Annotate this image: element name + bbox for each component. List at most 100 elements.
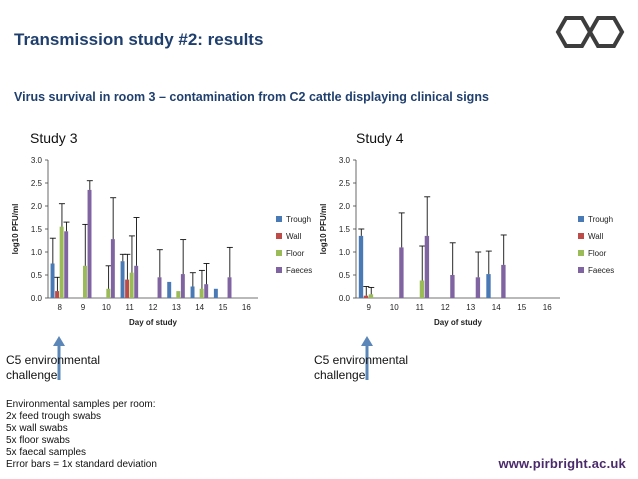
x-tick-label: 10 bbox=[390, 303, 399, 312]
legend-swatch-floor bbox=[578, 250, 584, 256]
y-axis-label: log10 PFU/ml bbox=[319, 204, 328, 255]
legend-label-trough: Trough bbox=[588, 215, 613, 224]
bar-faeces-12 bbox=[157, 277, 162, 298]
legend-swatch-floor bbox=[276, 250, 282, 256]
legend-swatch-wall bbox=[276, 233, 282, 239]
c5-label-line2: challenge bbox=[6, 368, 58, 382]
y-tick-label: 1.0 bbox=[339, 248, 351, 257]
bar-faeces-11 bbox=[134, 265, 139, 298]
study4-chart: 0.0 0.5 1.0 1.5 2.0 2.5 3.0 9 10 11 12 13 14 15 16 Day … bbox=[319, 156, 614, 327]
legend-label-wall: Wall bbox=[588, 232, 603, 241]
x-tick-label: 9 bbox=[81, 303, 86, 312]
x-tick-label: 8 bbox=[57, 303, 62, 312]
bar-faeces-9 bbox=[87, 189, 92, 298]
legend-label-floor: Floor bbox=[286, 249, 305, 258]
bar-floor-9 bbox=[368, 294, 374, 298]
x-tick-label: 16 bbox=[242, 303, 251, 312]
x-tick-label: 9 bbox=[367, 303, 372, 312]
hexagon-logo-icon bbox=[555, 16, 625, 48]
y-tick-label: 2.5 bbox=[339, 179, 351, 188]
bar-wall-8 bbox=[55, 291, 60, 298]
y-tick-label: 0.5 bbox=[339, 271, 351, 280]
legend-swatch-trough bbox=[276, 216, 282, 222]
bar-faeces-8 bbox=[64, 231, 69, 298]
bar-floor-14 bbox=[199, 288, 204, 298]
legend-swatch-trough bbox=[578, 216, 584, 222]
y-tick-label: 3.0 bbox=[31, 156, 43, 165]
x-tick-label: 12 bbox=[149, 303, 158, 312]
bar-faeces-13 bbox=[180, 274, 185, 298]
legend-label-trough: Trough bbox=[286, 215, 311, 224]
slide-subtitle: Virus survival in room 3 – contamination… bbox=[14, 90, 489, 104]
c5-label-line1: C5 environmental bbox=[314, 353, 409, 367]
y-tick-label: 1.5 bbox=[31, 225, 43, 234]
x-tick-label: 14 bbox=[195, 303, 204, 312]
legend-swatch-faeces bbox=[578, 267, 584, 273]
bar-trough-9 bbox=[358, 235, 364, 298]
c5-label-line1: C5 environmental bbox=[6, 353, 101, 367]
note-line: Error bars = 1x standard deviation bbox=[6, 459, 157, 470]
note-line: 2x feed trough swabs bbox=[6, 411, 102, 422]
x-axis-label: Day of study bbox=[434, 318, 483, 327]
bar-trough-15 bbox=[213, 288, 218, 298]
bar-faeces-10 bbox=[110, 239, 115, 298]
bar-floor-9 bbox=[83, 265, 87, 298]
note-line: Environmental samples per room: bbox=[6, 399, 156, 410]
study3-chart: 0.0 0.5 1.0 1.5 2.0 2.5 3.0 8 9 10 11 12 13 14 15 16 Day… bbox=[11, 156, 312, 327]
y-tick-label: 2.0 bbox=[339, 202, 351, 211]
website-link[interactable]: www.pirbright.ac.uk bbox=[498, 456, 626, 471]
legend-label-wall: Wall bbox=[286, 232, 301, 241]
y-tick-label: 2.5 bbox=[31, 179, 43, 188]
y-tick-label: 0.5 bbox=[31, 271, 43, 280]
bar-faeces-11 bbox=[424, 235, 430, 298]
y-tick-label: 3.0 bbox=[339, 156, 351, 165]
x-tick-label: 16 bbox=[543, 303, 552, 312]
note-line: 5x floor swabs bbox=[6, 435, 70, 446]
legend-swatch-wall bbox=[578, 233, 584, 239]
x-tick-label: 15 bbox=[219, 303, 228, 312]
bar-faeces-14 bbox=[501, 264, 506, 298]
bar-faeces-15 bbox=[227, 277, 232, 298]
y-tick-label: 0.0 bbox=[339, 294, 351, 303]
y-tick-label: 1.5 bbox=[339, 225, 351, 234]
c5-challenge-label-study3: C5 environmental challenge bbox=[6, 353, 100, 383]
challenge-arrow-study3-icon bbox=[53, 336, 65, 380]
c5-label-line2: challenge bbox=[314, 368, 366, 382]
bar-floor-8 bbox=[59, 226, 64, 298]
legend-label-faeces: Faeces bbox=[588, 266, 614, 275]
y-tick-label: 2.0 bbox=[31, 202, 43, 211]
bar-floor-13 bbox=[176, 291, 181, 298]
c5-challenge-label-study4: C5 environmental challenge bbox=[314, 353, 408, 383]
bar-floor-11 bbox=[129, 272, 134, 298]
y-tick-label: 1.0 bbox=[31, 248, 43, 257]
x-tick-label: 11 bbox=[416, 303, 425, 312]
y-axis-label: log10 PFU/ml bbox=[11, 204, 20, 255]
legend-label-faeces: Faeces bbox=[286, 266, 312, 275]
bar-faeces-14 bbox=[204, 284, 209, 298]
bar-trough-13 bbox=[167, 281, 172, 298]
legend-swatch-faeces bbox=[276, 267, 282, 273]
slide-title: Transmission study #2: results bbox=[14, 30, 264, 49]
x-tick-label: 15 bbox=[517, 303, 526, 312]
bar-faeces-10 bbox=[399, 247, 404, 298]
sampling-notes: Environmental samples per room: 2x feed … bbox=[6, 399, 157, 471]
x-tick-label: 14 bbox=[492, 303, 501, 312]
bar-faeces-13 bbox=[475, 277, 481, 298]
x-tick-label: 13 bbox=[172, 303, 181, 312]
challenge-arrow-study4-icon bbox=[361, 336, 373, 380]
bar-floor-11 bbox=[419, 280, 425, 298]
bar-wall-9 bbox=[363, 295, 369, 298]
study3-title: Study 3 bbox=[30, 130, 78, 146]
x-axis-label: Day of study bbox=[129, 318, 178, 327]
bar-floor-10 bbox=[106, 288, 111, 298]
x-tick-label: 10 bbox=[102, 303, 111, 312]
y-tick-label: 0.0 bbox=[31, 294, 43, 303]
x-tick-label: 12 bbox=[441, 303, 450, 312]
x-tick-label: 13 bbox=[466, 303, 475, 312]
bar-trough-11 bbox=[120, 261, 125, 298]
legend-label-floor: Floor bbox=[588, 249, 607, 258]
study4-title: Study 4 bbox=[356, 130, 404, 146]
bar-trough-14 bbox=[190, 286, 195, 298]
note-line: 5x wall swabs bbox=[6, 423, 68, 434]
bar-wall-11 bbox=[125, 279, 130, 298]
